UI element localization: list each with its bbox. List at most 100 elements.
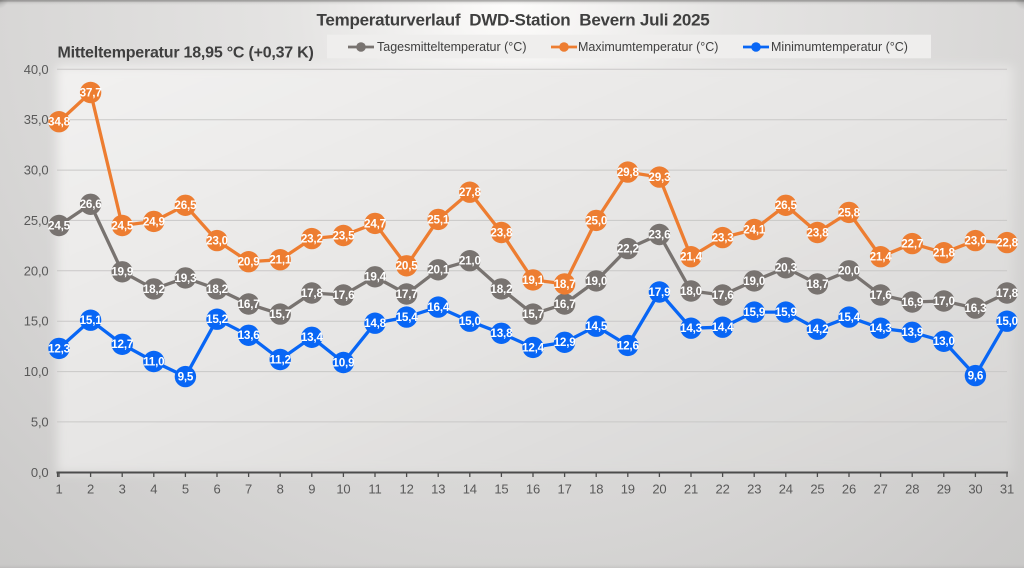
svg-text:Tagesmitteltemperatur (°C): Tagesmitteltemperatur (°C) [377,40,527,54]
svg-text:15,1: 15,1 [80,314,103,327]
svg-text:23,8: 23,8 [806,226,829,239]
svg-text:20,3: 20,3 [775,262,798,275]
svg-text:14: 14 [463,482,477,497]
svg-text:7: 7 [245,482,252,497]
svg-text:16,3: 16,3 [964,302,987,315]
svg-text:13,9: 13,9 [901,326,924,339]
svg-text:22,7: 22,7 [901,238,923,251]
svg-text:18,2: 18,2 [206,283,229,296]
svg-text:16,7: 16,7 [554,298,576,311]
svg-text:23,5: 23,5 [332,229,355,242]
svg-text:22,2: 22,2 [617,243,640,256]
svg-text:14,3: 14,3 [870,322,893,335]
svg-text:13,8: 13,8 [490,327,513,340]
svg-text:21,4: 21,4 [870,251,893,264]
svg-text:Temperaturverlauf DWD-Station: Temperaturverlauf DWD-Station Bevern Jul… [317,11,710,30]
svg-text:21,0: 21,0 [459,255,482,268]
svg-text:23,3: 23,3 [712,232,735,245]
svg-text:26,5: 26,5 [775,199,798,212]
svg-text:15,9: 15,9 [775,306,798,319]
svg-text:Minimumtemperatur (°C): Minimumtemperatur (°C) [771,40,908,54]
svg-text:18,0: 18,0 [680,285,703,298]
svg-text:17,0: 17,0 [933,295,956,308]
svg-text:19,0: 19,0 [585,275,608,288]
svg-text:16,9: 16,9 [901,296,924,309]
svg-text:Maximumtemperatur (°C): Maximumtemperatur (°C) [578,40,718,54]
svg-text:20,0: 20,0 [838,265,861,278]
svg-text:23,8: 23,8 [490,226,513,239]
svg-text:24,7: 24,7 [364,217,386,230]
svg-text:25,0: 25,0 [24,213,49,228]
svg-text:40,0: 40,0 [24,62,49,77]
svg-text:9: 9 [308,482,315,497]
svg-text:17,9: 17,9 [648,286,671,299]
svg-text:13,6: 13,6 [238,329,261,342]
svg-text:24,1: 24,1 [743,223,766,236]
svg-text:25,0: 25,0 [585,214,608,227]
svg-text:20,0: 20,0 [24,263,49,278]
svg-text:21,8: 21,8 [933,247,956,260]
svg-text:15,7: 15,7 [522,308,544,321]
svg-text:13,0: 13,0 [933,335,956,348]
svg-text:14,4: 14,4 [712,321,735,334]
svg-text:24,5: 24,5 [111,219,134,232]
svg-text:22: 22 [716,482,730,497]
svg-text:19,9: 19,9 [111,266,134,279]
svg-text:17,7: 17,7 [396,288,418,301]
svg-text:35,0: 35,0 [24,112,49,127]
svg-text:18: 18 [589,482,603,497]
svg-text:19: 19 [621,482,635,497]
svg-text:31: 31 [1000,482,1014,497]
svg-text:23,2: 23,2 [301,233,324,246]
svg-text:20: 20 [652,482,666,497]
svg-text:20,9: 20,9 [238,256,261,269]
svg-text:15,0: 15,0 [24,314,49,329]
svg-text:27: 27 [874,482,888,497]
svg-text:27,8: 27,8 [459,186,482,199]
svg-text:14,3: 14,3 [680,322,703,335]
svg-text:34,8: 34,8 [48,116,71,129]
svg-text:26: 26 [842,482,856,497]
svg-text:22,8: 22,8 [996,237,1019,250]
svg-text:9,5: 9,5 [178,371,194,384]
svg-text:26,5: 26,5 [174,199,197,212]
svg-text:15,0: 15,0 [459,315,482,328]
svg-text:10,0: 10,0 [24,364,49,379]
svg-text:12,3: 12,3 [48,342,71,355]
svg-text:18,7: 18,7 [554,278,576,291]
svg-text:12,4: 12,4 [522,341,545,354]
svg-text:26,6: 26,6 [80,198,103,211]
svg-text:13,4: 13,4 [301,331,324,344]
svg-text:1: 1 [55,482,62,497]
svg-text:17,8: 17,8 [996,287,1019,300]
svg-text:12,9: 12,9 [554,336,577,349]
svg-text:20,5: 20,5 [396,260,419,273]
svg-text:14,5: 14,5 [585,320,608,333]
svg-text:13: 13 [431,482,445,497]
svg-text:15: 15 [494,482,508,497]
svg-text:17,6: 17,6 [712,289,735,302]
svg-text:25,1: 25,1 [427,213,450,226]
svg-text:24,5: 24,5 [48,219,71,232]
svg-text:15,2: 15,2 [206,313,229,326]
svg-text:18,2: 18,2 [143,283,166,296]
svg-text:12: 12 [400,482,414,497]
svg-text:15,7: 15,7 [269,308,291,321]
svg-text:17,8: 17,8 [301,287,324,300]
svg-text:21: 21 [684,482,698,497]
svg-text:23: 23 [747,482,761,497]
svg-text:17,6: 17,6 [332,289,355,302]
svg-text:12,6: 12,6 [617,339,640,352]
svg-text:16,7: 16,7 [238,298,260,311]
svg-text:17,6: 17,6 [870,289,893,302]
svg-text:Mitteltemperatur 18,95 °C (+0,: Mitteltemperatur 18,95 °C (+0,37 K) [58,45,314,62]
svg-text:11,0: 11,0 [143,355,165,368]
svg-text:20,1: 20,1 [427,264,450,277]
svg-text:29,8: 29,8 [617,166,640,179]
svg-text:15,4: 15,4 [838,311,861,324]
svg-text:9,6: 9,6 [968,370,984,383]
svg-text:4: 4 [150,482,157,497]
svg-text:8: 8 [277,482,284,497]
svg-text:24: 24 [779,482,793,497]
svg-text:11,2: 11,2 [270,353,292,366]
